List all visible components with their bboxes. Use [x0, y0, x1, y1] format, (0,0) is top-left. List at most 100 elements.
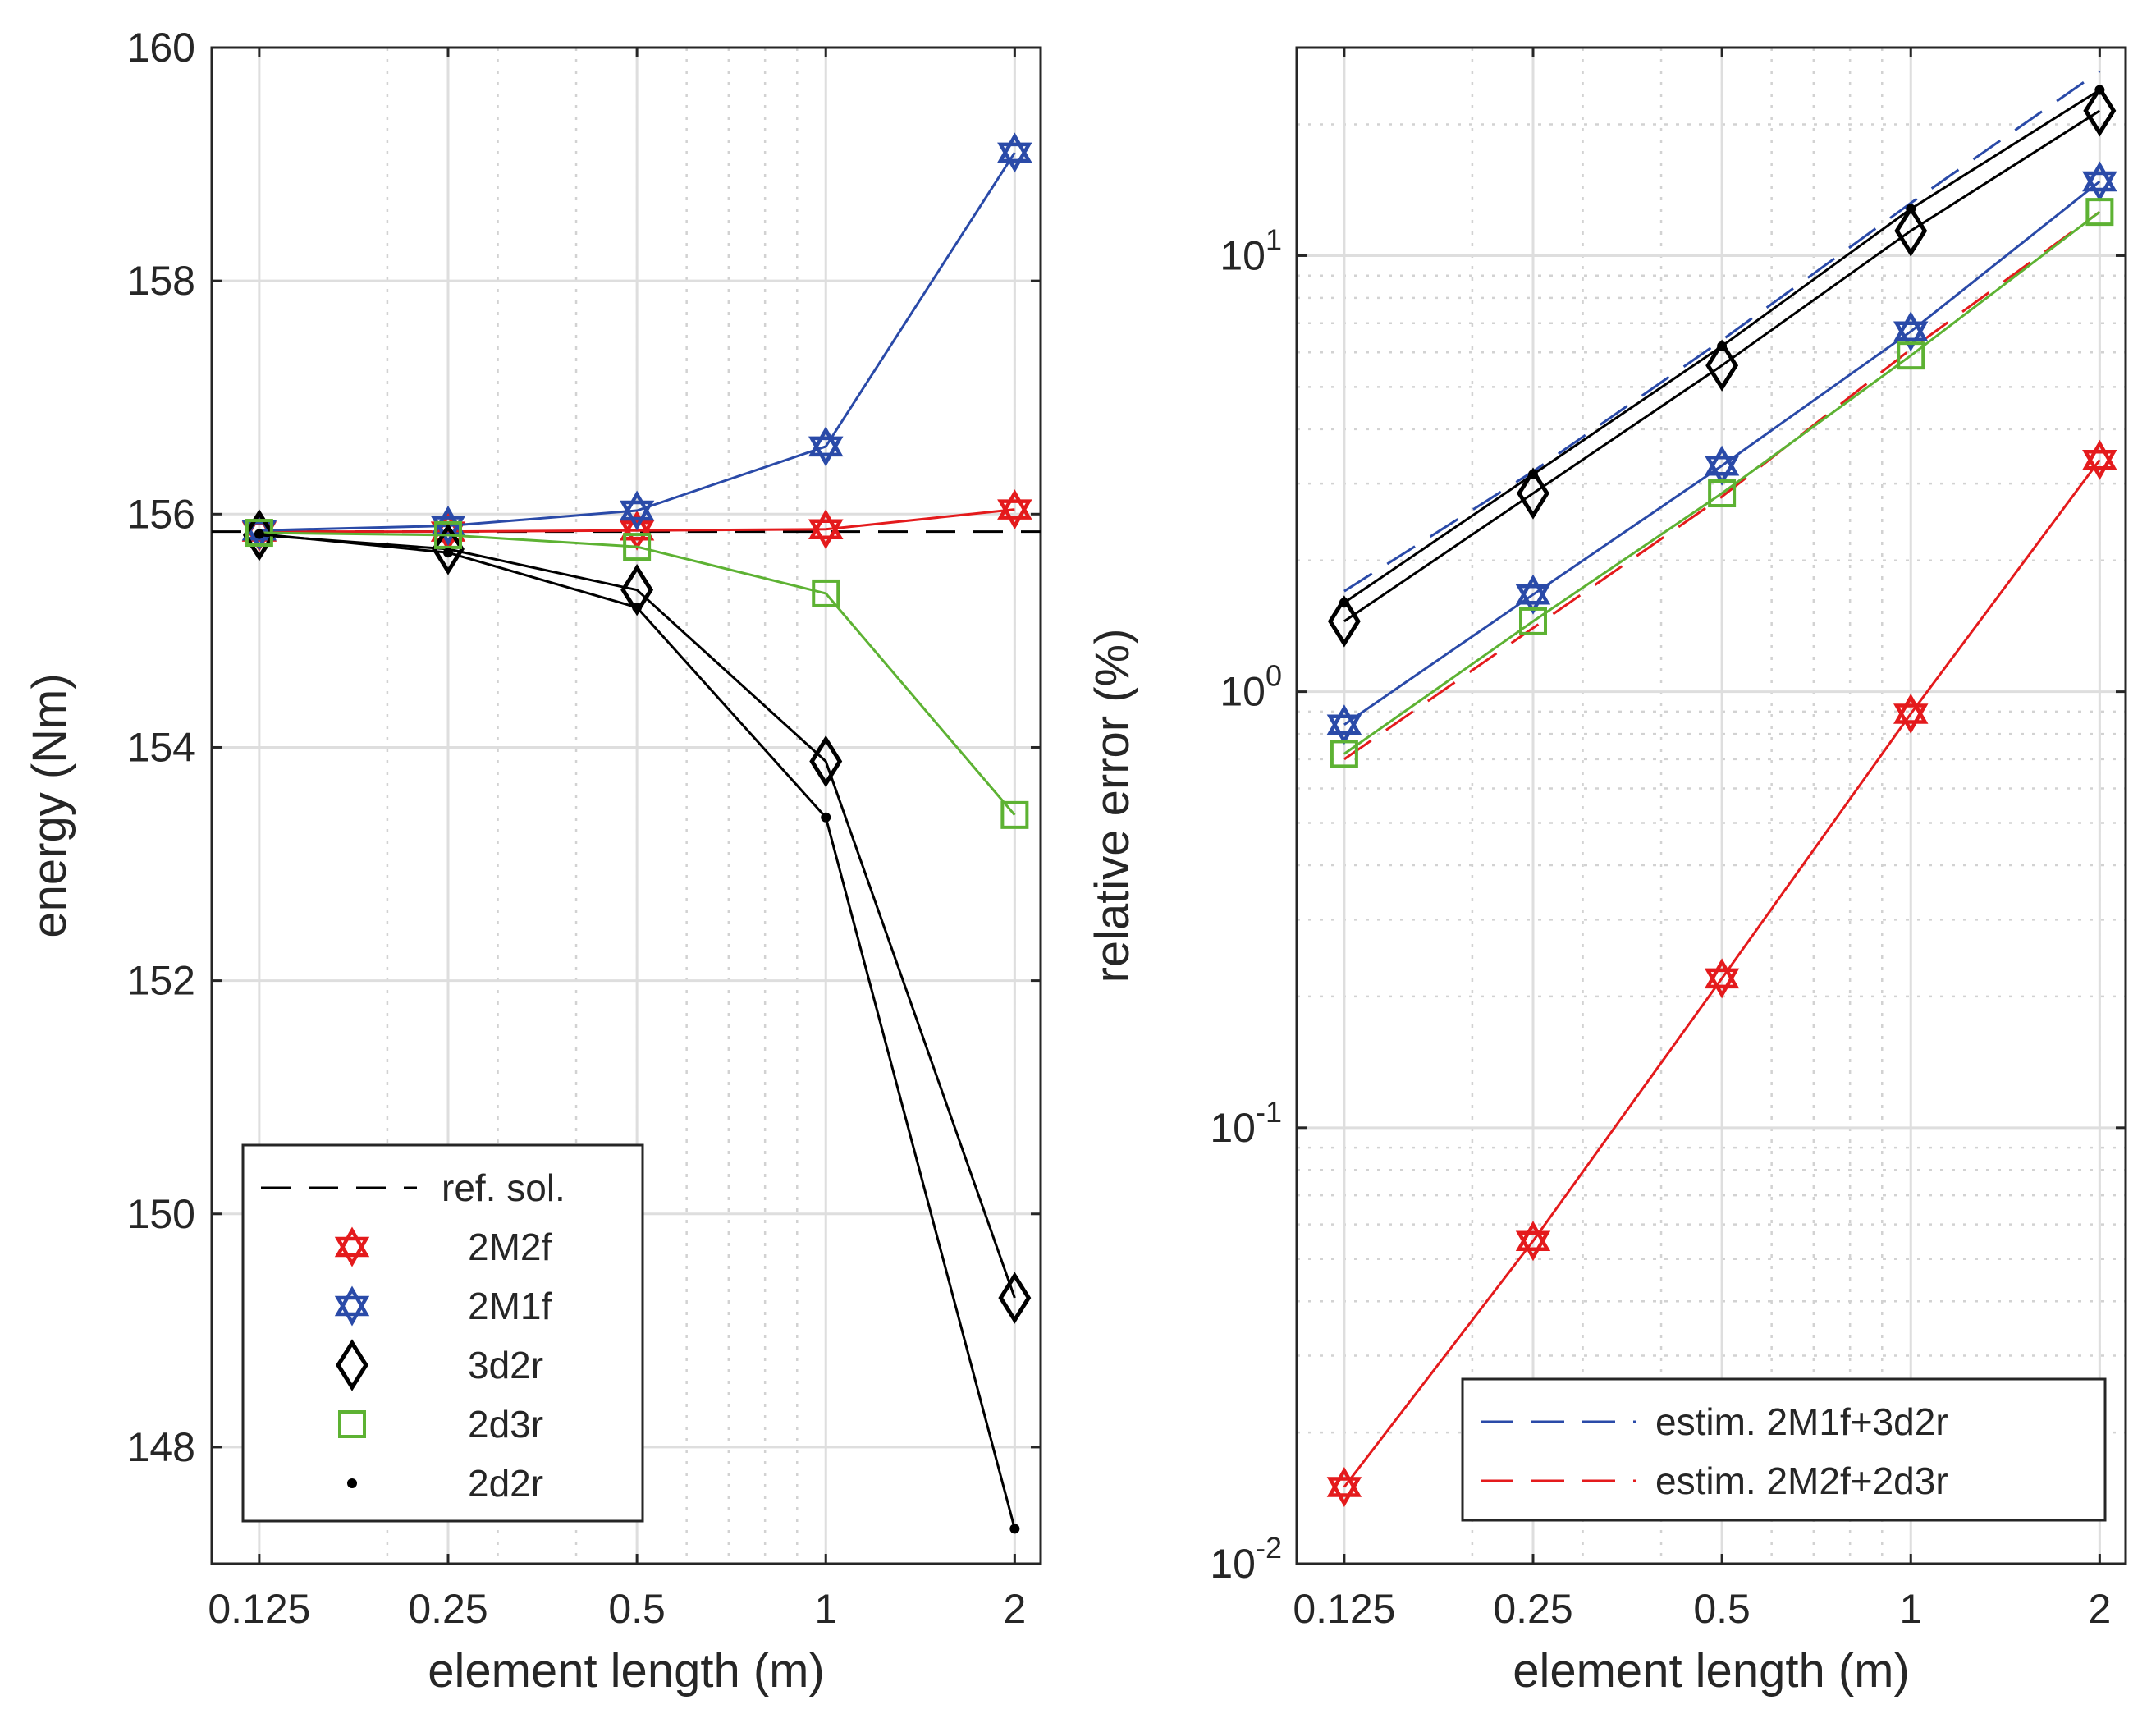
data-point-3d2r: [998, 1272, 1032, 1324]
data-point-2m2f: [2082, 439, 2117, 480]
y-tick-label: 100: [1220, 659, 1282, 715]
data-point-2m1f: [2082, 161, 2117, 202]
series-line-estim-2m1f-3d2r: [1343, 70, 2101, 593]
series-line-estim-2m2f-2d3r: [1343, 210, 2101, 761]
legend-label: 2M1f: [468, 1285, 552, 1327]
data-point-2m2f: [1704, 958, 1740, 999]
x-tick-label: 0.25: [1493, 1586, 1572, 1632]
y-tick-label: 10-2: [1210, 1531, 1282, 1587]
data-point-2d2r: [1528, 469, 1539, 479]
series-line-2d3r: [259, 531, 1016, 816]
y-tick-label-base: 10: [1210, 1105, 1256, 1151]
data-point-3d2r: [1894, 204, 1928, 257]
data-point-3d2r: [1705, 339, 1739, 392]
data-point-2d3r: [1519, 607, 1548, 635]
y-tick-label: 160: [127, 25, 195, 71]
x-axis-label: element length (m): [1513, 1644, 1910, 1698]
x-tick-label: 0.25: [408, 1586, 488, 1632]
x-tick-label: 1: [814, 1586, 837, 1632]
data-point-2d3r: [623, 533, 652, 561]
legend-label: 2M2f: [468, 1226, 552, 1268]
data-point-3d2r: [242, 509, 276, 561]
data-point-2d2r: [254, 529, 264, 539]
data-point-3d2r: [809, 735, 843, 788]
data-point-2m1f: [1515, 574, 1551, 615]
series-line-2m1f: [1343, 180, 2101, 726]
x-tick-label: 0.5: [1693, 1586, 1751, 1632]
y-tick-label-base: 10: [1220, 669, 1266, 715]
legend-label: 2d3r: [468, 1403, 543, 1446]
y-axis-label: relative error (%): [1086, 629, 1139, 983]
data-point-2m1f: [1893, 311, 1929, 352]
y-tick-label: 10-1: [1210, 1095, 1282, 1151]
data-point-2m1f: [619, 490, 655, 531]
data-point-2d2r: [2094, 85, 2105, 95]
data-point-2d3r: [434, 520, 463, 549]
series-line-2d3r: [1343, 210, 2101, 755]
y-tick-label: 156: [127, 491, 195, 537]
data-point-2d2r: [1717, 341, 1728, 351]
data-point-2d2r: [443, 548, 454, 558]
series-line-3d2r: [1343, 109, 2101, 623]
legend-swatch-2m2f: [334, 1226, 370, 1267]
legend-label: 3d2r: [468, 1344, 543, 1386]
y-tick-label: 101: [1220, 222, 1282, 278]
data-point-2m1f: [1326, 704, 1362, 745]
panel-left: 0.125 0.25 0.5 1 2 148 150 152 154 156 158 160 eleme…: [23, 25, 1042, 1698]
data-point-2d2r: [632, 602, 643, 612]
y-axis-label: energy (Nm): [23, 673, 76, 937]
y-tick-label-base: 10: [1210, 1541, 1256, 1587]
series-line-3d2r: [259, 534, 1016, 1299]
x-tick-label: 0.5: [608, 1586, 666, 1632]
data-point-2d3r: [1708, 479, 1737, 508]
series-line-2m1f: [259, 152, 1016, 532]
data-point-2m2f: [808, 509, 844, 550]
data-point-2d3r: [2085, 198, 2114, 227]
x-axis-label: element length (m): [428, 1644, 825, 1698]
y-tick-label-base: 10: [1220, 232, 1266, 278]
y-tick-label-exponent: -1: [1256, 1095, 1282, 1129]
y-tick-label: 152: [127, 958, 195, 1004]
y-tick-label: 150: [127, 1191, 195, 1237]
data-point-2m2f: [1326, 1466, 1362, 1508]
legend-label: ref. sol.: [442, 1166, 565, 1209]
data-point-2d2r: [1339, 598, 1349, 608]
axes-box-right: [1295, 46, 2127, 1565]
data-point-3d2r: [1327, 595, 1361, 648]
legend-swatch-2d3r: [338, 1410, 366, 1438]
data-point-3d2r: [432, 523, 465, 575]
y-tick-label-exponent: 0: [1266, 659, 1282, 693]
legend-label: estim. 2M1f+3d2r: [1655, 1400, 1948, 1443]
y-tick-label-exponent: 1: [1266, 222, 1282, 256]
data-point-2m2f: [1893, 694, 1929, 734]
series-line-2m2f: [1343, 459, 2101, 1488]
legend-label: estim. 2M2f+2d3r: [1655, 1460, 1948, 1502]
series-right: [1326, 70, 2117, 1508]
data-point-2m1f: [997, 132, 1032, 173]
y-tick-label-exponent: -2: [1256, 1531, 1282, 1565]
x-tick-label: 1: [1899, 1586, 1922, 1632]
data-point-2m1f: [1704, 445, 1740, 486]
y-tick-label: 148: [127, 1424, 195, 1470]
data-point-3d2r: [1517, 467, 1549, 520]
data-point-2d3r: [245, 519, 273, 548]
grid-right: [1297, 48, 2126, 1565]
legend-label: 2d2r: [468, 1462, 543, 1505]
data-point-2d2r: [821, 812, 831, 823]
data-point-2m2f: [1515, 1221, 1551, 1262]
data-point-2d3r: [1000, 800, 1029, 829]
x-tick-label: 2: [1003, 1586, 1026, 1632]
data-point-2m1f: [808, 426, 844, 467]
x-tick-label: 0.125: [208, 1586, 310, 1632]
y-tick-label: 158: [127, 258, 195, 304]
y-tick-label: 154: [127, 724, 195, 770]
legend-swatch-3d2r: [336, 1339, 368, 1391]
series-left: [212, 132, 1041, 1534]
ticks-left: 0.125 0.25 0.5 1 2 148 150 152 154 156 158 160: [127, 25, 1041, 1632]
x-tick-label: 0.125: [1293, 1586, 1395, 1632]
legend-swatch-2m1f: [334, 1285, 370, 1327]
data-point-2m2f: [997, 489, 1032, 530]
